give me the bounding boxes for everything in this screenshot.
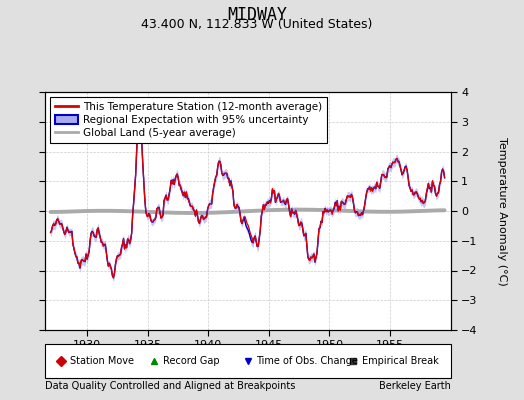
Y-axis label: Temperature Anomaly (°C): Temperature Anomaly (°C) [497,137,507,285]
FancyBboxPatch shape [45,344,451,378]
Legend: This Temperature Station (12-month average), Regional Expectation with 95% uncer: This Temperature Station (12-month avera… [50,97,328,143]
Text: 43.400 N, 112.833 W (United States): 43.400 N, 112.833 W (United States) [141,18,373,31]
Text: MIDWAY: MIDWAY [227,6,287,24]
Text: Data Quality Controlled and Aligned at Breakpoints: Data Quality Controlled and Aligned at B… [45,381,295,391]
Text: Empirical Break: Empirical Break [362,356,439,366]
Text: Time of Obs. Change: Time of Obs. Change [257,356,358,366]
Text: Record Gap: Record Gap [163,356,220,366]
Text: Station Move: Station Move [70,356,134,366]
Text: Berkeley Earth: Berkeley Earth [379,381,451,391]
